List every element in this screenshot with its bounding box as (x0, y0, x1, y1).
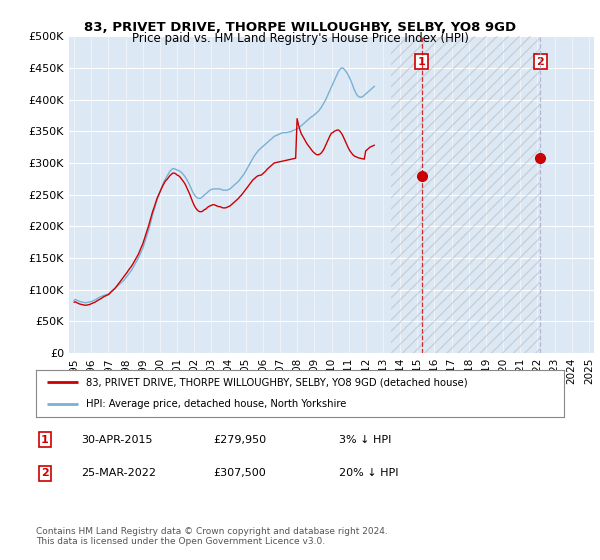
Text: £279,950: £279,950 (213, 435, 266, 445)
Text: Price paid vs. HM Land Registry's House Price Index (HPI): Price paid vs. HM Land Registry's House … (131, 32, 469, 45)
Text: 1: 1 (418, 57, 425, 67)
Bar (391, 36, 540, 353)
Text: 30-APR-2015: 30-APR-2015 (81, 435, 152, 445)
Text: 20% ↓ HPI: 20% ↓ HPI (339, 468, 398, 478)
Text: 3% ↓ HPI: 3% ↓ HPI (339, 435, 391, 445)
Text: Contains HM Land Registry data © Crown copyright and database right 2024.
This d: Contains HM Land Registry data © Crown c… (36, 526, 388, 546)
Bar (383, 36, 540, 353)
Text: 2: 2 (41, 468, 49, 478)
Text: HPI: Average price, detached house, North Yorkshire: HPI: Average price, detached house, Nort… (86, 399, 347, 409)
Text: 83, PRIVET DRIVE, THORPE WILLOUGHBY, SELBY, YO8 9GD (detached house): 83, PRIVET DRIVE, THORPE WILLOUGHBY, SEL… (86, 377, 468, 388)
Text: 1: 1 (41, 435, 49, 445)
Text: £307,500: £307,500 (213, 468, 266, 478)
Text: 83, PRIVET DRIVE, THORPE WILLOUGHBY, SELBY, YO8 9GD: 83, PRIVET DRIVE, THORPE WILLOUGHBY, SEL… (84, 21, 516, 34)
Text: 25-MAR-2022: 25-MAR-2022 (81, 468, 156, 478)
Text: 2: 2 (536, 57, 544, 67)
